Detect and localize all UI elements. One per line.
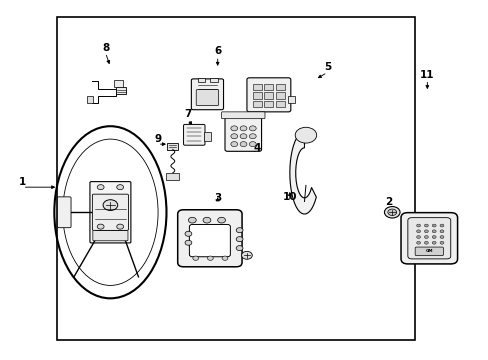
Text: 11: 11	[419, 69, 434, 80]
Text: 2: 2	[384, 197, 391, 207]
Bar	[264, 101, 273, 107]
Circle shape	[439, 230, 443, 233]
Bar	[57, 17, 414, 339]
FancyBboxPatch shape	[221, 112, 264, 119]
Bar	[252, 92, 261, 99]
Text: 8: 8	[102, 43, 109, 53]
FancyBboxPatch shape	[57, 197, 71, 228]
Polygon shape	[289, 132, 316, 214]
Circle shape	[431, 230, 435, 233]
FancyBboxPatch shape	[177, 210, 242, 267]
Bar	[276, 101, 285, 107]
Circle shape	[240, 141, 246, 147]
Circle shape	[188, 217, 196, 223]
Circle shape	[424, 241, 427, 244]
Text: 6: 6	[214, 46, 221, 56]
Bar	[264, 84, 273, 90]
Circle shape	[207, 256, 213, 260]
Circle shape	[424, 235, 427, 238]
Circle shape	[439, 241, 443, 244]
Circle shape	[439, 224, 443, 227]
Text: 3: 3	[214, 193, 221, 203]
Circle shape	[203, 217, 210, 223]
Circle shape	[249, 134, 256, 139]
Bar	[86, 96, 93, 103]
Text: 4: 4	[253, 143, 261, 153]
Circle shape	[97, 224, 104, 229]
Circle shape	[184, 240, 191, 245]
Text: 10: 10	[282, 192, 297, 202]
Bar	[264, 92, 273, 99]
FancyBboxPatch shape	[400, 213, 457, 264]
Bar	[167, 143, 178, 149]
Circle shape	[431, 224, 435, 227]
Bar	[252, 84, 261, 90]
Bar	[288, 96, 295, 103]
Circle shape	[222, 256, 227, 260]
Circle shape	[249, 141, 256, 147]
Circle shape	[416, 235, 420, 238]
FancyBboxPatch shape	[414, 247, 443, 256]
FancyBboxPatch shape	[93, 230, 128, 241]
Bar	[114, 80, 123, 87]
Circle shape	[424, 224, 427, 227]
FancyBboxPatch shape	[407, 218, 450, 259]
Bar	[252, 101, 261, 107]
Circle shape	[439, 235, 443, 238]
Circle shape	[416, 241, 420, 244]
Circle shape	[384, 207, 399, 218]
FancyBboxPatch shape	[191, 79, 223, 110]
Bar	[276, 92, 285, 99]
FancyBboxPatch shape	[183, 125, 204, 145]
Circle shape	[431, 241, 435, 244]
Circle shape	[236, 237, 243, 242]
Circle shape	[416, 230, 420, 233]
Circle shape	[424, 230, 427, 233]
Circle shape	[240, 134, 246, 139]
Circle shape	[230, 126, 237, 131]
Circle shape	[240, 126, 246, 131]
Bar	[116, 87, 126, 94]
Bar	[276, 84, 285, 90]
Bar	[203, 132, 210, 140]
Circle shape	[117, 185, 123, 190]
Bar	[166, 173, 178, 180]
Text: 9: 9	[154, 134, 161, 144]
Circle shape	[230, 141, 237, 147]
Circle shape	[236, 228, 243, 233]
Bar	[210, 78, 217, 82]
Circle shape	[184, 231, 191, 236]
Circle shape	[217, 217, 225, 223]
Circle shape	[416, 224, 420, 227]
Circle shape	[431, 235, 435, 238]
Circle shape	[249, 126, 256, 131]
Circle shape	[387, 209, 396, 216]
FancyBboxPatch shape	[246, 78, 290, 112]
Text: GM: GM	[425, 249, 432, 253]
Circle shape	[236, 246, 243, 251]
FancyBboxPatch shape	[196, 90, 218, 105]
FancyBboxPatch shape	[92, 194, 128, 230]
FancyBboxPatch shape	[189, 225, 230, 257]
Circle shape	[230, 134, 237, 139]
Circle shape	[97, 185, 104, 190]
FancyBboxPatch shape	[224, 117, 261, 151]
FancyBboxPatch shape	[90, 181, 131, 243]
Circle shape	[241, 251, 252, 259]
Circle shape	[192, 256, 198, 260]
Circle shape	[103, 200, 118, 211]
Text: 7: 7	[184, 109, 192, 119]
Circle shape	[117, 224, 123, 229]
Text: 1: 1	[19, 177, 26, 187]
Text: 5: 5	[323, 62, 330, 72]
Circle shape	[295, 127, 316, 143]
Bar	[198, 78, 205, 82]
